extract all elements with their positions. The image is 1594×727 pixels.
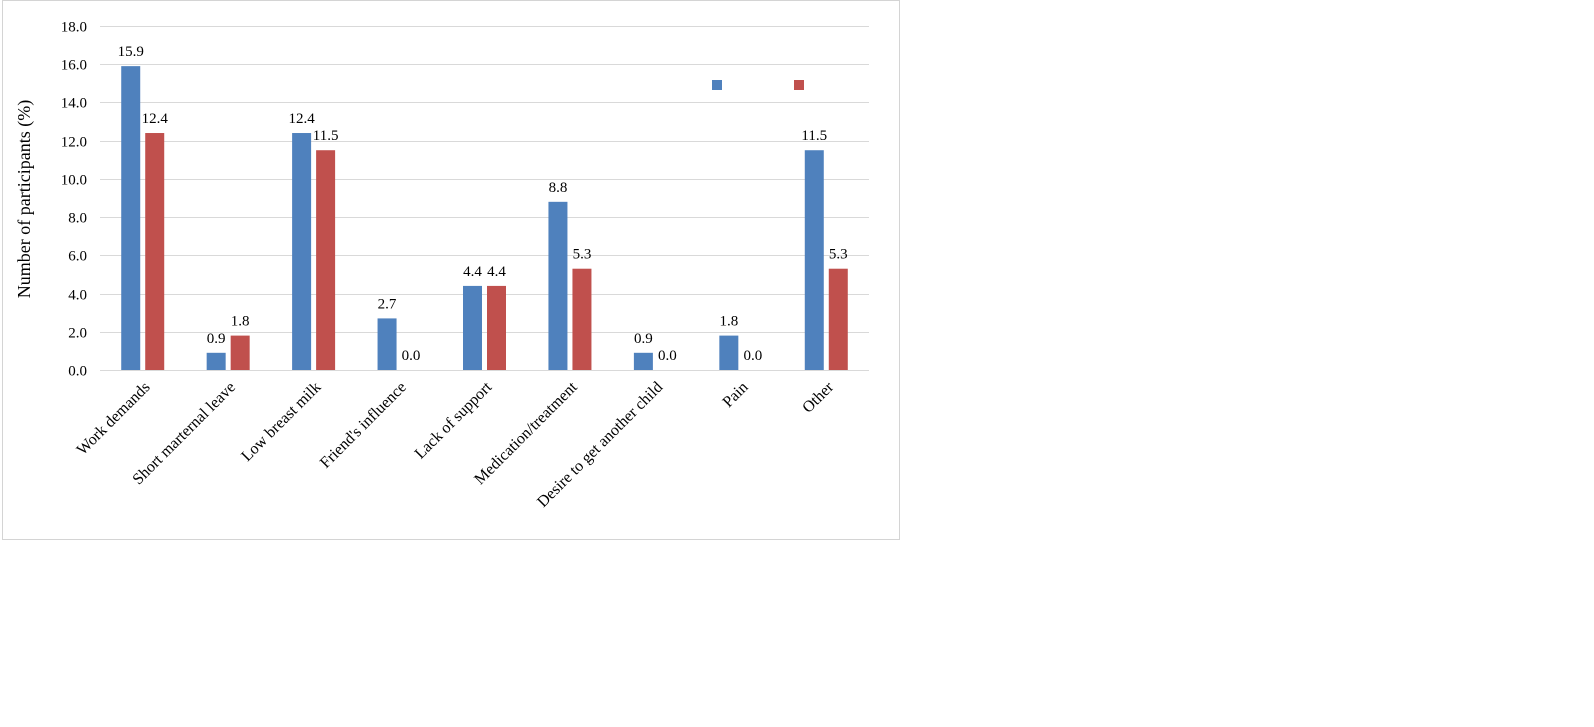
y-tick-label: 18.0 [61,20,87,36]
data-label: 1.8 [719,314,738,330]
data-label: 0.0 [402,348,421,364]
data-label: 5.3 [829,247,848,263]
y-tick-label: 4.0 [68,288,87,304]
bar-series-2 [572,268,592,370]
y-tick-label: 14.0 [61,96,87,112]
y-tick-label: 12.0 [61,135,87,151]
bar-series-1 [206,352,226,370]
y-tick-label: 0.0 [68,364,87,380]
y-axis-label: Number of participants (%) [14,100,35,298]
x-category-label: Lack of support [412,378,496,462]
data-label: 0.0 [743,348,762,364]
x-category-label: Low breast milk [238,379,324,465]
y-tick-label: 2.0 [68,326,87,342]
data-label: 11.5 [313,128,339,144]
y-axis-ticks: 0.0 2.0 4.0 6.0 8.0 10.0 12.0 14.0 16.0 18.0 [61,20,87,380]
x-category-label: Friend's influence [317,379,410,472]
y-tick-label: 16.0 [61,58,87,74]
bar-series-1 [719,335,739,370]
data-label: 5.3 [573,247,592,263]
data-label: 0.0 [658,348,677,364]
data-labels: 15.90.912.42.74.48.80.91.811.512.41.811.… [118,44,848,364]
data-label: 15.9 [118,44,144,60]
bar-series-2 [316,150,336,370]
bar-series-1 [804,150,824,370]
bar-series-2 [828,268,848,370]
y-tick-label: 10.0 [61,173,87,189]
data-label: 11.5 [801,128,827,144]
data-label: 0.9 [207,331,226,347]
bar-series-1 [548,201,568,370]
legend-swatch-series-1 [712,80,722,90]
data-label: 2.7 [378,296,397,312]
bar-series-2 [230,335,250,370]
bar-series-1 [292,133,312,370]
bars [121,66,848,370]
bar-series-1 [633,352,653,370]
bar-series-1 [377,318,397,370]
data-label: 8.8 [549,180,568,196]
data-label: 0.9 [634,331,653,347]
x-category-label: Other [799,378,837,416]
y-tick-label: 6.0 [68,249,87,265]
data-label: 12.4 [142,111,169,127]
data-label: 4.4 [463,264,482,280]
x-category-label: Pain [720,379,752,411]
bar-series-1 [121,66,141,370]
legend-swatch-series-2 [794,80,804,90]
y-tick-label: 8.0 [68,211,87,227]
data-label: 12.4 [288,111,315,127]
x-category-label: Work demands [74,379,154,459]
bar-series-2 [487,285,506,370]
gridlines [100,26,869,371]
data-label: 4.4 [487,264,506,280]
legend [712,80,804,90]
bar-series-1 [463,285,482,370]
chart-frame [2,0,900,540]
data-label: 1.8 [231,314,250,330]
bar-series-2 [145,133,165,370]
